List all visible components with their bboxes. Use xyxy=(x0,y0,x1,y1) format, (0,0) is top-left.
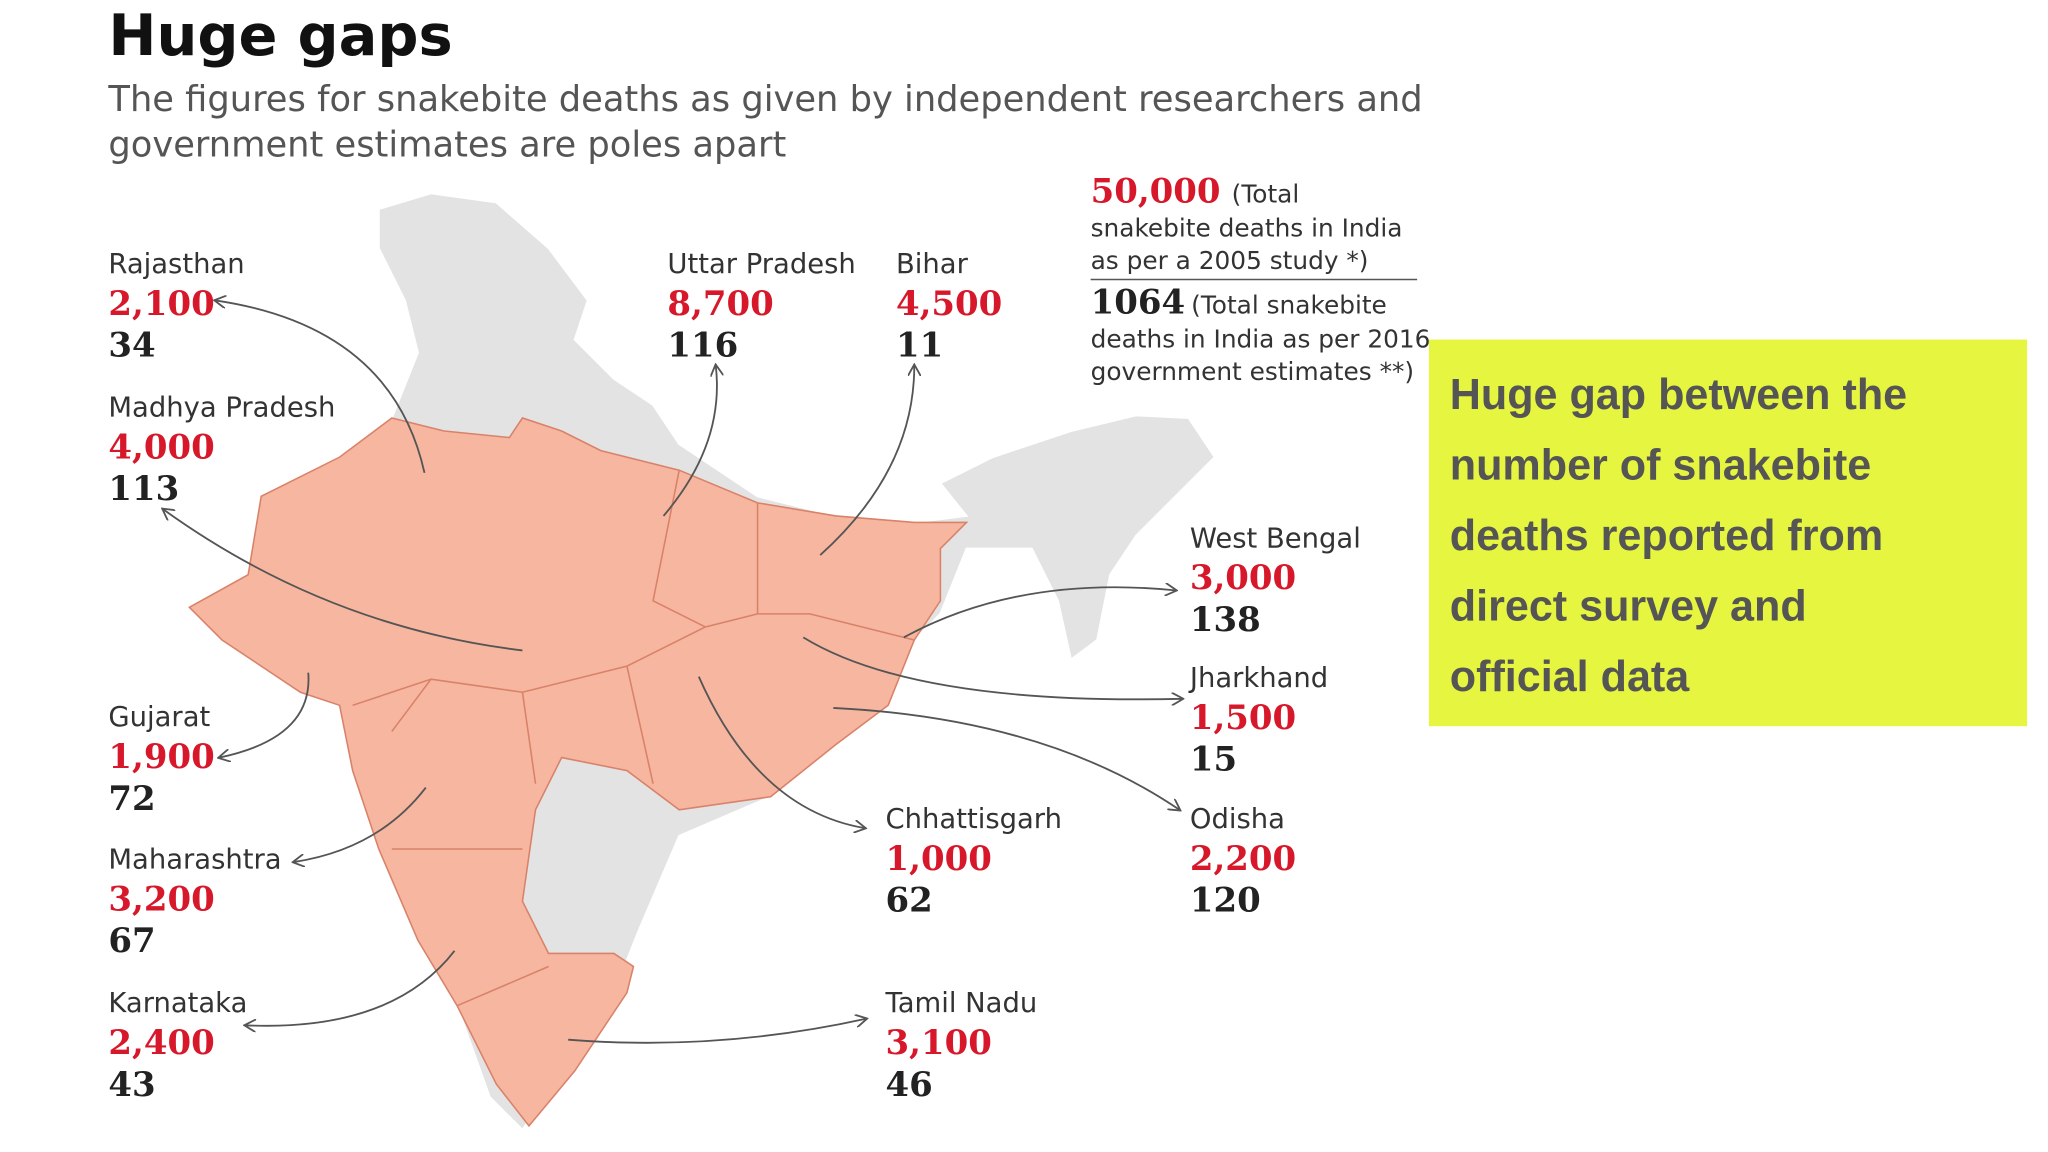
arrow xyxy=(219,672,310,758)
official-deaths: 11 xyxy=(896,326,943,366)
study-total: 50,000 xyxy=(1091,171,1221,211)
callout-text: official data xyxy=(1450,653,1690,701)
title: Huge gaps xyxy=(108,2,452,69)
official-deaths: 116 xyxy=(667,326,738,366)
state-name: Chhattisgarh xyxy=(886,804,1062,835)
subtitle: government estimates are poles apart xyxy=(108,125,786,166)
state-name: Odisha xyxy=(1190,804,1285,835)
government-note: (Total snakebite xyxy=(1191,290,1387,319)
totals: 50,000 (Total snakebite deaths in India … xyxy=(1091,171,1431,386)
survey-deaths: 2,400 xyxy=(108,1023,214,1063)
state-name: Uttar Pradesh xyxy=(667,249,855,280)
official-deaths: 138 xyxy=(1190,600,1261,640)
government-total: 1064 xyxy=(1091,282,1185,322)
survey-deaths: 4,000 xyxy=(108,427,214,467)
callout-text: Huge gap between the xyxy=(1450,371,1907,419)
government-note: deaths in India as per 2016 xyxy=(1091,324,1431,353)
survey-deaths: 1,500 xyxy=(1190,698,1296,738)
arrow xyxy=(294,787,427,862)
state-borders xyxy=(352,470,915,1007)
study-note: (Total xyxy=(1232,179,1300,208)
state-name: Rajasthan xyxy=(108,249,244,280)
study-note: as per a 2005 study *) xyxy=(1091,246,1369,275)
official-deaths: 72 xyxy=(108,779,155,819)
survey-deaths: 3,000 xyxy=(1190,558,1296,598)
official-deaths: 67 xyxy=(108,921,155,961)
state-name: Gujarat xyxy=(108,702,210,733)
survey-deaths: 2,200 xyxy=(1190,839,1296,879)
state-name: Karnataka xyxy=(108,988,247,1019)
official-deaths: 46 xyxy=(886,1065,933,1105)
subtitle: The figures for snakebite deaths as give… xyxy=(107,79,1422,120)
survey-deaths: 3,200 xyxy=(108,879,214,919)
arrow xyxy=(819,366,914,556)
official-deaths: 43 xyxy=(108,1065,155,1105)
callout: Huge gap between the number of snakebite… xyxy=(1428,339,2028,727)
callout-text: number of snakebite xyxy=(1450,441,1871,489)
arrows xyxy=(163,300,1182,1044)
arrow xyxy=(833,707,1179,810)
callout-text: deaths reported from xyxy=(1450,512,1883,560)
official-deaths: 62 xyxy=(886,881,933,921)
arrow xyxy=(163,509,523,652)
official-deaths: 120 xyxy=(1190,881,1261,921)
survey-deaths: 2,100 xyxy=(108,284,214,324)
government-note: government estimates **) xyxy=(1091,357,1414,386)
state-name: Jharkhand xyxy=(1188,663,1328,694)
arrow xyxy=(802,636,1182,699)
arrow xyxy=(216,300,426,474)
survey-deaths: 4,500 xyxy=(896,284,1002,324)
state-name: Tamil Nadu xyxy=(885,988,1038,1019)
study-note: snakebite deaths in India xyxy=(1091,213,1403,242)
official-deaths: 15 xyxy=(1190,740,1237,780)
arrow xyxy=(568,1019,866,1044)
callout-text: direct survey and xyxy=(1450,582,1807,630)
state-name: Maharashtra xyxy=(108,845,281,876)
arrow xyxy=(903,587,1176,639)
surveyed-states xyxy=(188,417,969,1128)
arrow xyxy=(246,950,456,1026)
callout-box xyxy=(1428,339,2028,727)
official-deaths: 113 xyxy=(108,469,179,509)
state-name: Bihar xyxy=(896,249,969,280)
arrow xyxy=(697,676,865,829)
survey-deaths: 1,000 xyxy=(886,839,992,879)
survey-deaths: 1,900 xyxy=(108,737,214,777)
survey-deaths: 3,100 xyxy=(886,1023,992,1063)
survey-deaths: 8,700 xyxy=(667,284,773,324)
arrow xyxy=(662,366,717,517)
official-deaths: 34 xyxy=(108,326,155,366)
state-name: West Bengal xyxy=(1190,523,1361,554)
state-name: Madhya Pradesh xyxy=(108,393,335,424)
map xyxy=(187,192,1216,1132)
